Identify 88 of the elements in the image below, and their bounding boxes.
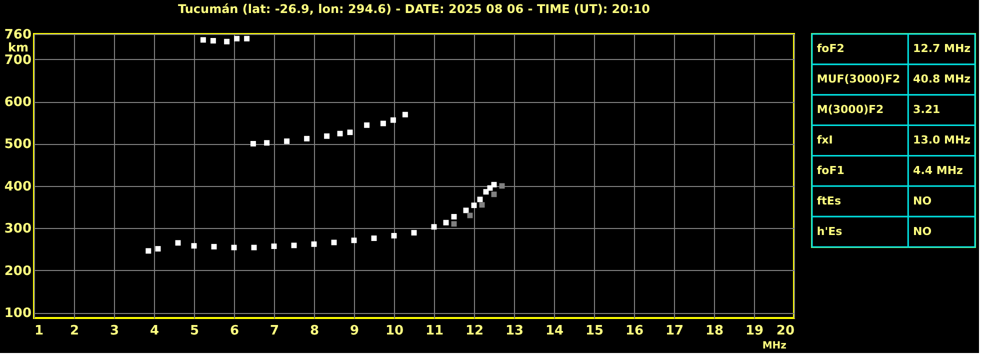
text: NO — [913, 224, 932, 238]
point — [271, 244, 277, 249]
point — [347, 130, 353, 136]
point — [499, 183, 505, 189]
y-tick-label: 500 — [4, 137, 32, 152]
text: 13.0 MHz — [913, 134, 971, 146]
x-tick-label: 3 — [110, 324, 120, 338]
text: 3.21 — [913, 103, 940, 116]
y-axis-title: km — [8, 40, 28, 54]
text: foF2 — [816, 42, 844, 56]
point — [351, 238, 357, 244]
text: 12.7 MHz — [913, 42, 971, 56]
point — [231, 244, 237, 250]
point — [146, 248, 152, 254]
point — [471, 202, 477, 208]
point — [364, 122, 370, 128]
point — [402, 112, 408, 118]
point — [337, 130, 343, 136]
x-tick-label: 8 — [310, 324, 320, 338]
point — [175, 240, 181, 246]
x-tick-label: 7 — [270, 324, 280, 338]
point — [210, 38, 216, 44]
point — [324, 133, 330, 139]
point — [311, 241, 317, 247]
x-tick-label: 18 — [705, 324, 724, 338]
point — [380, 120, 386, 126]
x-tick-label: 5 — [190, 324, 200, 338]
point — [250, 140, 256, 146]
point — [224, 38, 230, 44]
x-tick-label: 17 — [665, 324, 684, 338]
x-tick-label: 6 — [230, 324, 240, 338]
text: foF1 — [816, 164, 844, 177]
point — [451, 221, 457, 227]
point — [451, 214, 457, 220]
x-tick-label: 14 — [545, 324, 564, 338]
point — [304, 136, 310, 142]
point — [234, 36, 240, 42]
x-tick-label: 19 — [745, 324, 764, 338]
y-tick-label: 100 — [4, 306, 32, 322]
x-tick-label: 9 — [350, 324, 360, 338]
point — [463, 208, 469, 214]
point — [211, 244, 217, 250]
x-axis-title: MHz — [762, 340, 787, 352]
point — [291, 242, 297, 248]
point — [391, 232, 397, 238]
point — [477, 196, 483, 202]
text: NO — [913, 194, 932, 208]
point — [284, 138, 290, 144]
x-tick-label: 12 — [465, 324, 484, 338]
point — [467, 212, 473, 218]
y-tick-label: 600 — [4, 95, 32, 110]
y-tick-label: 760 — [4, 28, 32, 42]
chart-title: Tucumán (lat: -26.9, lon: 294.6) - DATE: 2025 08 06 - TIME (UT): 20:10 — [178, 2, 650, 16]
x-tick-label: 15 — [585, 324, 604, 338]
point — [200, 37, 206, 43]
x-tick-label: 20 — [776, 324, 794, 338]
text: MUF(3000)F2 — [816, 72, 900, 86]
x-tick-label: 2 — [70, 324, 80, 338]
x-tick-label: 10 — [385, 324, 404, 338]
y-tick-label: 700 — [4, 52, 32, 68]
text: 40.8 MHz — [913, 72, 971, 86]
point — [491, 182, 497, 188]
x-tick-label: 16 — [625, 324, 644, 338]
text: ftEs — [816, 194, 842, 208]
point — [390, 117, 396, 123]
point — [155, 246, 161, 252]
point — [251, 244, 257, 250]
text: 4.4 MHz — [913, 164, 963, 177]
point — [411, 230, 417, 236]
point — [191, 243, 197, 249]
text: M(3000)F2 — [816, 103, 884, 116]
point — [244, 36, 250, 42]
point — [331, 240, 337, 246]
x-tick-label: 11 — [425, 324, 444, 338]
x-tick-label: 13 — [505, 324, 524, 338]
text: fxI — [816, 134, 833, 146]
point — [479, 202, 485, 208]
point — [443, 220, 449, 226]
text: h'Es — [816, 224, 843, 238]
y-tick-label: 200 — [4, 264, 32, 279]
x-tick-label: 4 — [150, 324, 160, 338]
x-tick-label: 1 — [34, 324, 44, 338]
y-tick-label: 300 — [4, 222, 32, 237]
point — [431, 224, 437, 230]
point — [491, 192, 497, 198]
point — [371, 236, 377, 241]
y-tick-label: 400 — [4, 179, 32, 194]
point — [264, 140, 270, 146]
